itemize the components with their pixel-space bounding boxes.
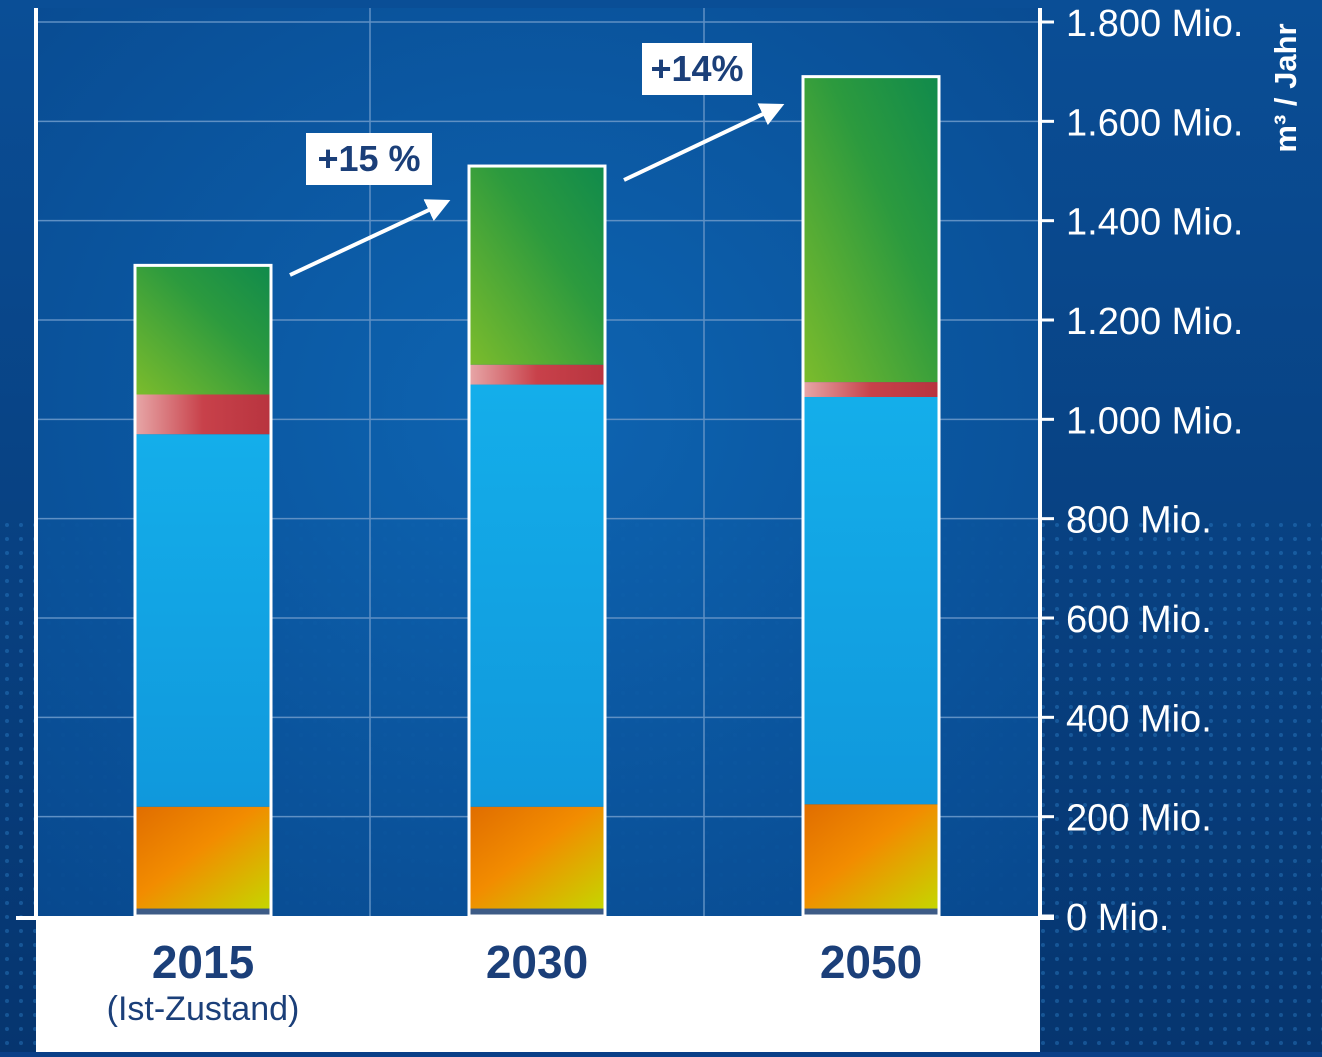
y-tick-label: 1.000 Mio. — [1066, 400, 1243, 442]
bar-segment-red — [803, 382, 939, 397]
growth-arrow — [623, 103, 785, 182]
growth-label-box — [306, 133, 432, 185]
bar-2030 — [467, 164, 607, 918]
bars — [133, 75, 941, 918]
category-label: 2050 — [820, 936, 922, 988]
y-axis-label: m³ / Jahr — [1268, 23, 1303, 152]
bar-segment-blue — [803, 396, 939, 805]
y-tick-label: 600 Mio. — [1066, 599, 1212, 641]
y-tick-label: 1.600 Mio. — [1066, 102, 1243, 144]
bar-segment-green — [135, 265, 271, 395]
category-label: 2015 — [152, 936, 254, 988]
category-sublabel: (Ist-Zustand) — [107, 990, 300, 1028]
bar-segment-orange — [803, 804, 939, 909]
bar-segment-green — [469, 166, 605, 365]
category-label: 2030 — [486, 936, 588, 988]
bar-segment-blue — [469, 384, 605, 807]
bar-2015 — [133, 263, 273, 918]
y-tick-label: 400 Mio. — [1066, 698, 1212, 740]
y-tick-label: 1.200 Mio. — [1066, 301, 1243, 343]
growth-label: +14% — [650, 48, 743, 89]
bar-segment-orange — [469, 806, 605, 909]
bar-segment-blue — [135, 434, 271, 807]
growth-label-box — [642, 43, 752, 95]
y-tick-labels: 0 Mio. 200 Mio. 400 Mio. 600 Mio. 800 Mio. 1.… — [1040, 3, 1243, 939]
y-tick-label: 1.800 Mio. — [1066, 3, 1243, 45]
bar-segment-base — [803, 908, 939, 916]
bar-segment-red — [469, 364, 605, 385]
bar-segment-orange — [135, 806, 271, 909]
y-tick-label: 0 Mio. — [1066, 897, 1169, 939]
bar-segment-base — [469, 908, 605, 916]
growth-label: +15 % — [317, 138, 420, 179]
category-label-band — [36, 918, 1040, 1052]
y-tick-label: 200 Mio. — [1066, 798, 1212, 840]
category-labels: 2015(Ist-Zustand) 2030 2050 — [107, 936, 923, 1028]
growth-arrow — [289, 199, 451, 277]
y-tick-label: 1.400 Mio. — [1066, 202, 1243, 244]
axes — [16, 8, 1054, 920]
bar-segment-red — [135, 394, 271, 435]
y-tick-label: 800 Mio. — [1066, 500, 1212, 542]
bar-segment-base — [135, 908, 271, 916]
bar-2050 — [801, 75, 941, 918]
growth-annotations: +15 % +14% — [289, 43, 785, 277]
bar-segment-green — [803, 76, 939, 383]
